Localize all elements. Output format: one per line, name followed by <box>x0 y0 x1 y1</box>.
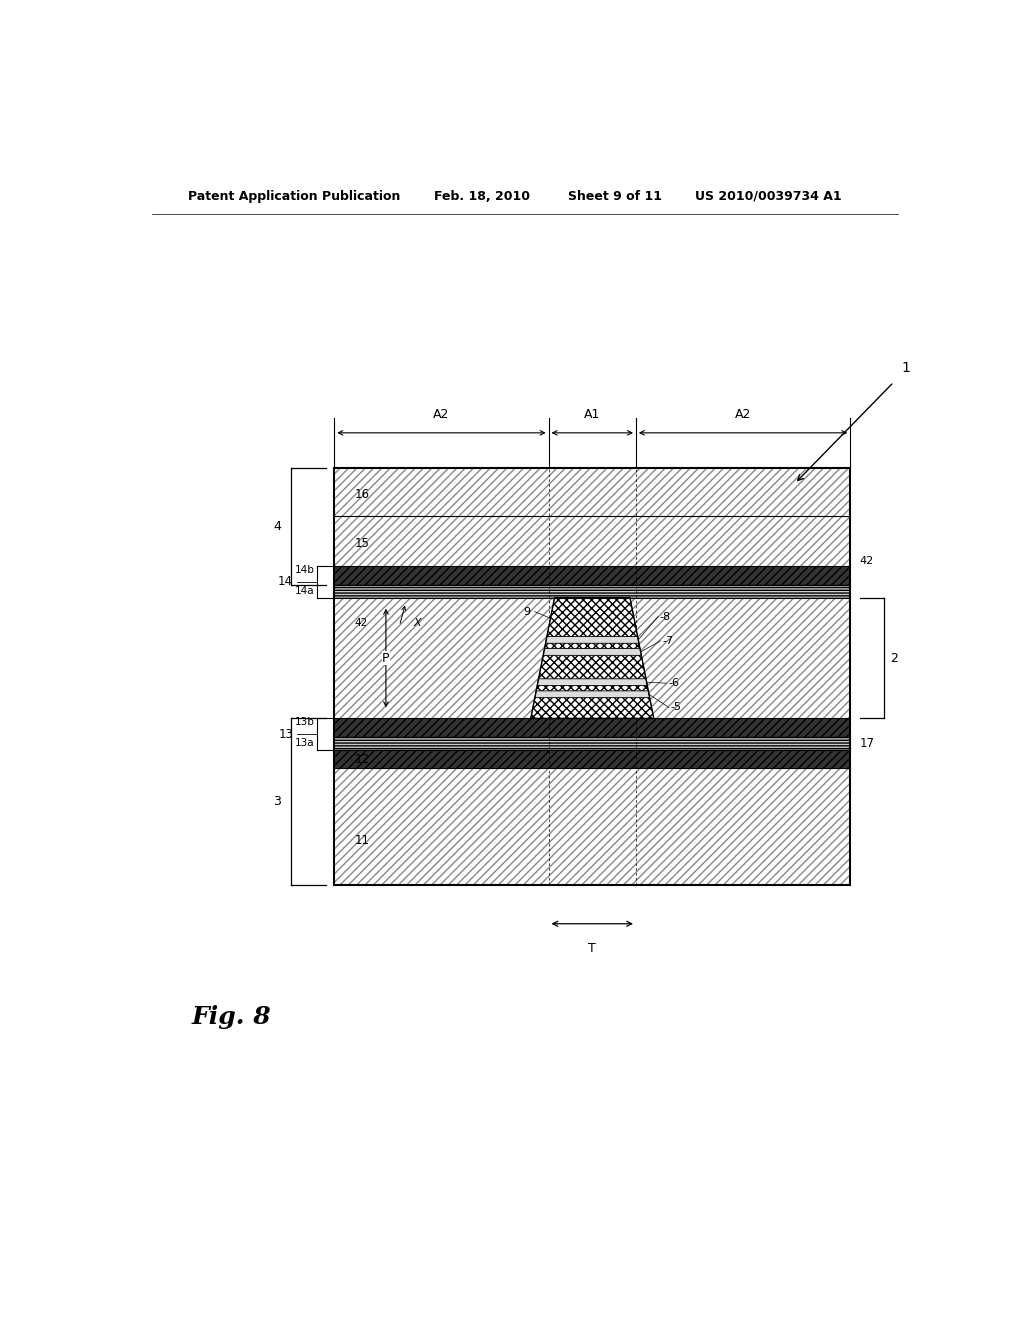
Text: 13: 13 <box>279 727 293 741</box>
Text: Patent Application Publication: Patent Application Publication <box>187 190 400 202</box>
Text: A2: A2 <box>433 408 450 421</box>
Text: P: P <box>382 652 390 664</box>
Text: -5: -5 <box>671 702 681 713</box>
Text: US 2010/0039734 A1: US 2010/0039734 A1 <box>695 190 842 202</box>
Bar <box>334 585 850 598</box>
Bar <box>334 469 850 516</box>
Text: A1: A1 <box>584 408 600 421</box>
Text: 14b: 14b <box>295 565 314 576</box>
Text: 42: 42 <box>860 556 873 566</box>
Text: 3: 3 <box>273 795 282 808</box>
Bar <box>334 768 850 886</box>
Text: Sheet 9 of 11: Sheet 9 of 11 <box>568 190 663 202</box>
Bar <box>334 737 850 750</box>
Text: -7: -7 <box>663 636 673 645</box>
Text: -8: -8 <box>659 611 671 622</box>
Text: X: X <box>414 618 421 628</box>
Text: 14a: 14a <box>295 586 314 597</box>
Polygon shape <box>546 636 639 643</box>
Text: 9: 9 <box>523 607 530 616</box>
Text: T: T <box>589 942 596 956</box>
Text: 14: 14 <box>279 576 293 589</box>
Text: A2: A2 <box>735 408 752 421</box>
Bar <box>334 598 850 718</box>
Text: 11: 11 <box>354 834 370 847</box>
Text: 12: 12 <box>354 752 370 766</box>
Polygon shape <box>530 598 653 718</box>
Text: 13b: 13b <box>295 717 314 727</box>
Text: 13a: 13a <box>295 738 314 748</box>
Text: Feb. 18, 2010: Feb. 18, 2010 <box>433 190 529 202</box>
Text: 4: 4 <box>273 520 282 533</box>
Text: Fig. 8: Fig. 8 <box>191 1006 271 1030</box>
Bar <box>334 750 850 768</box>
Text: 1: 1 <box>902 360 910 375</box>
Polygon shape <box>535 690 649 698</box>
Bar <box>334 469 850 886</box>
Text: 17: 17 <box>860 737 874 750</box>
Bar <box>334 718 850 737</box>
Text: 2: 2 <box>890 652 898 664</box>
Polygon shape <box>538 678 647 685</box>
Text: 16: 16 <box>354 488 370 502</box>
Text: 42: 42 <box>354 618 368 628</box>
Text: -6: -6 <box>668 678 679 688</box>
Text: 15: 15 <box>354 537 369 550</box>
Polygon shape <box>543 648 641 655</box>
Bar <box>334 566 850 585</box>
Polygon shape <box>530 598 653 718</box>
Bar <box>334 516 850 566</box>
